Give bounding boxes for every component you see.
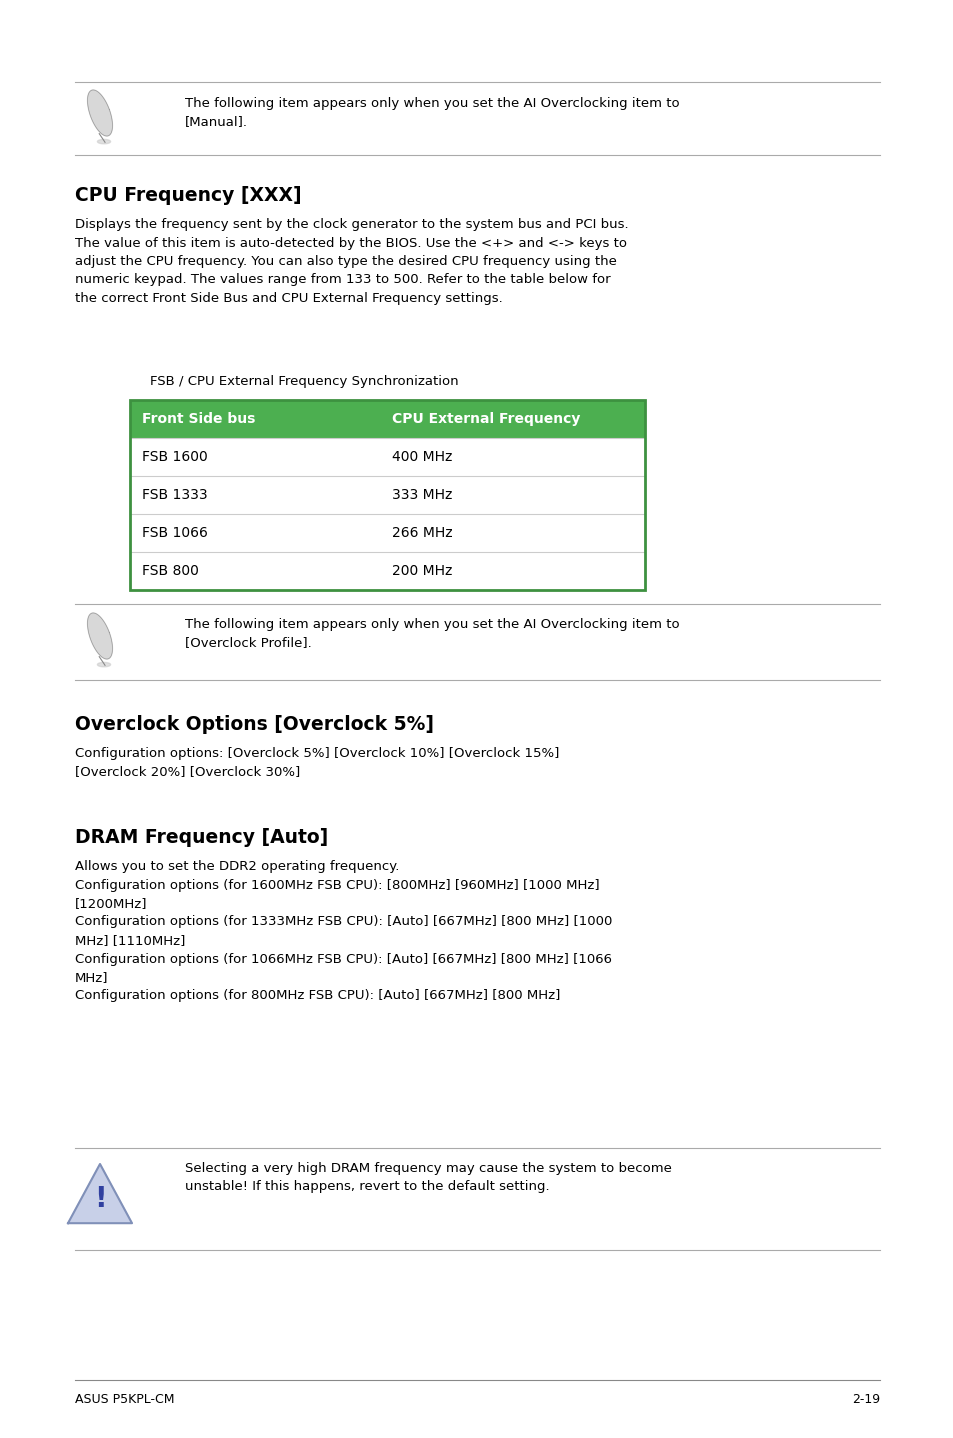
Text: FSB 1333: FSB 1333 (142, 487, 208, 502)
Text: FSB 1066: FSB 1066 (142, 526, 208, 541)
Text: Configuration options: [Overclock 5%] [Overclock 10%] [Overclock 15%]
[Overclock: Configuration options: [Overclock 5%] [O… (75, 746, 558, 778)
Polygon shape (97, 663, 111, 667)
Text: CPU External Frequency: CPU External Frequency (392, 413, 579, 426)
Text: 266 MHz: 266 MHz (392, 526, 452, 541)
Text: Overclock Options [Overclock 5%]: Overclock Options [Overclock 5%] (75, 715, 434, 733)
Text: !: ! (93, 1185, 106, 1214)
Text: DRAM Frequency [Auto]: DRAM Frequency [Auto] (75, 828, 328, 847)
Text: FSB / CPU External Frequency Synchronization: FSB / CPU External Frequency Synchroniza… (150, 375, 458, 388)
Text: ASUS P5KPL-CM: ASUS P5KPL-CM (75, 1393, 174, 1406)
Bar (130, 513, 644, 552)
Bar (130, 552, 644, 590)
Text: CPU Frequency [XXX]: CPU Frequency [XXX] (75, 186, 301, 206)
Text: Displays the frequency sent by the clock generator to the system bus and PCI bus: Displays the frequency sent by the clock… (75, 219, 628, 305)
Text: Selecting a very high DRAM frequency may cause the system to become
unstable! If: Selecting a very high DRAM frequency may… (185, 1162, 671, 1194)
Polygon shape (68, 1163, 132, 1224)
Polygon shape (97, 139, 111, 144)
Text: The following item appears only when you set the AI Overclocking item to
[Manual: The following item appears only when you… (185, 96, 679, 128)
Text: Front Side bus: Front Side bus (142, 413, 255, 426)
Text: 200 MHz: 200 MHz (392, 564, 452, 578)
Polygon shape (88, 91, 112, 137)
Polygon shape (88, 613, 112, 659)
Text: FSB 800: FSB 800 (142, 564, 198, 578)
Text: 2-19: 2-19 (851, 1393, 879, 1406)
Bar (130, 400, 644, 590)
Text: 333 MHz: 333 MHz (392, 487, 452, 502)
Bar (130, 439, 644, 476)
Text: 400 MHz: 400 MHz (392, 450, 452, 464)
Text: The following item appears only when you set the AI Overclocking item to
[Overcl: The following item appears only when you… (185, 618, 679, 649)
Text: Allows you to set the DDR2 operating frequency.
Configuration options (for 1600M: Allows you to set the DDR2 operating fre… (75, 860, 612, 1002)
Bar (130, 476, 644, 513)
Bar (130, 400, 644, 439)
Text: FSB 1600: FSB 1600 (142, 450, 208, 464)
